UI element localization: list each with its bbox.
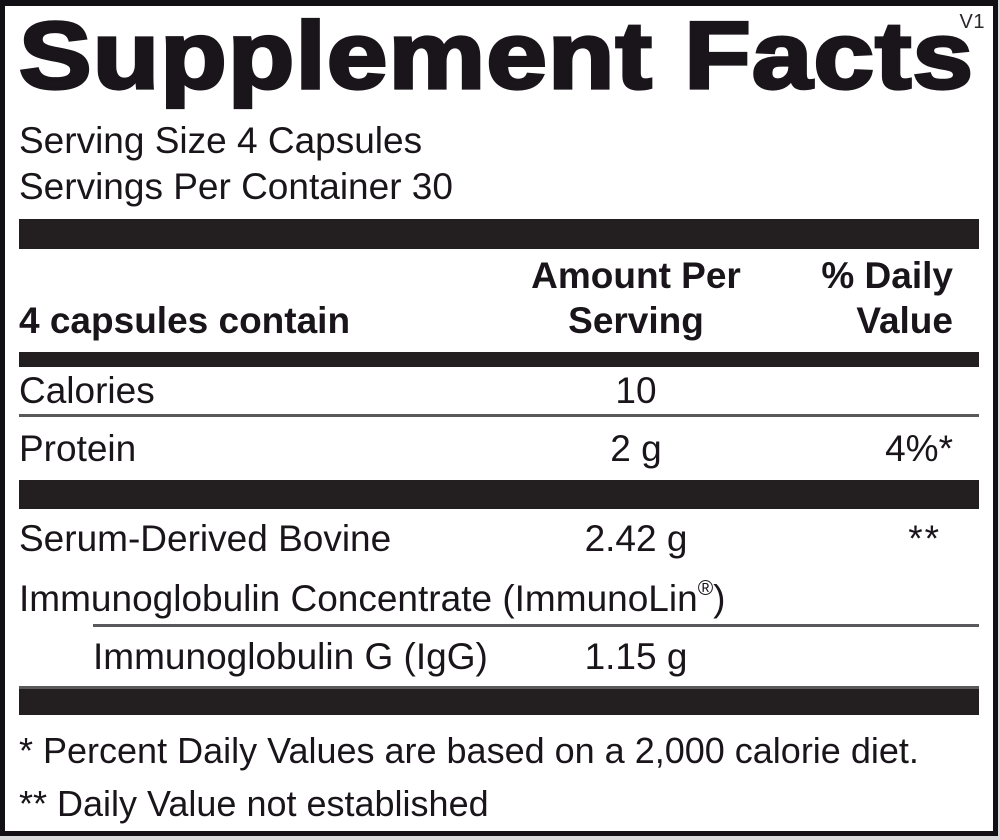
header-amount-label: Amount Per Serving	[531, 255, 741, 341]
divider-bar-top	[19, 219, 979, 249]
protein-row: Protein 2 g 4%*	[19, 417, 979, 480]
ingredient-name-line2-text: Immunoglobulin Concentrate (ImmunoLin	[19, 578, 698, 619]
nutrient-amount: 10	[615, 369, 657, 411]
serving-info: Serving Size 4 Capsules Servings Per Con…	[19, 118, 979, 210]
serving-size-text: Serving Size 4 Capsules	[19, 120, 423, 161]
servings-per-container-text: Servings Per Container 30	[19, 166, 453, 207]
calories-row: Calories 10	[19, 367, 979, 414]
divider-bar-bottom	[19, 689, 979, 715]
nutrient-daily-value: 4%*	[885, 427, 953, 469]
sub-ingredient-row: Immunoglobulin G (IgG) 1.15 g	[19, 627, 979, 686]
divider-bar-header	[19, 352, 979, 367]
panel-title: Supplement Facts	[17, 3, 975, 109]
row-separator	[19, 686, 979, 689]
ingredient-name-line2-close: )	[713, 578, 726, 619]
nutrient-name: Protein	[19, 427, 137, 469]
footnote-daily-value: * Percent Daily Values are based on a 2,…	[19, 730, 919, 771]
header-left-label: 4 capsules contain	[19, 300, 351, 341]
sub-ingredient-amount: 1.15 g	[584, 635, 688, 677]
nutrient-name: Calories	[19, 369, 155, 411]
nutrient-amount: 2 g	[610, 427, 662, 469]
facts-header-row: 4 capsules contain Amount Per Serving % …	[19, 249, 979, 352]
row-separator	[19, 414, 979, 417]
ingredient-daily-value: **	[908, 518, 941, 559]
footnotes: * Percent Daily Values are based on a 2,…	[19, 725, 979, 828]
sub-ingredient-name: Immunoglobulin G (IgG)	[93, 635, 488, 677]
ingredient-name-line1: Serum-Derived Bovine	[19, 518, 392, 559]
footnote-not-established: ** Daily Value not established	[19, 783, 489, 824]
ingredient-row: Serum-Derived Bovine 2.42 g **	[19, 509, 979, 564]
sub-ingredient-separator	[93, 624, 979, 627]
registered-trademark-icon: ®	[697, 577, 714, 600]
ingredient-name-line2: Immunoglobulin Concentrate (ImmunoLin®)	[19, 564, 979, 619]
header-daily-value-label: % Daily Value	[821, 255, 953, 341]
ingredient-amount: 2.42 g	[584, 518, 688, 559]
version-label: V1	[959, 11, 985, 33]
divider-bar-middle	[19, 480, 979, 509]
